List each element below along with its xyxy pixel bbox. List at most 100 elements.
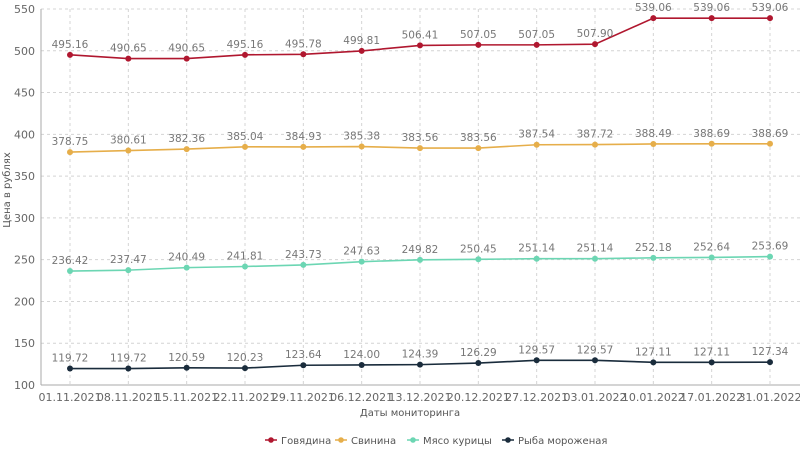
data-point[interactable]: [67, 51, 73, 58]
data-point[interactable]: [592, 41, 598, 48]
data-label: 240.49: [168, 252, 205, 264]
data-label: 383.56: [460, 132, 497, 144]
legend-item-0[interactable]: Говядина: [265, 436, 331, 447]
data-point[interactable]: [242, 263, 248, 270]
data-label: 243.73: [285, 249, 322, 261]
data-label: 250.45: [460, 243, 497, 255]
data-point[interactable]: [417, 42, 423, 49]
legend-label: Говядина: [281, 436, 331, 447]
y-tick-label: 550: [14, 3, 35, 16]
data-label: 383.56: [402, 132, 439, 144]
data-point[interactable]: [533, 41, 540, 48]
legend-item-2[interactable]: Мясо курицы: [407, 436, 492, 447]
data-point[interactable]: [650, 254, 657, 261]
data-point[interactable]: [650, 15, 657, 22]
data-point[interactable]: [300, 261, 307, 268]
data-label: 251.14: [577, 243, 614, 255]
data-point[interactable]: [125, 365, 132, 372]
data-point[interactable]: [592, 357, 598, 364]
series-3: 119.72 119.72 120.59 120.23 123.64 124.00 124.…: [52, 344, 789, 372]
data-point[interactable]: [708, 254, 715, 261]
data-point[interactable]: [125, 267, 132, 274]
data-point[interactable]: [767, 253, 773, 260]
data-point[interactable]: [300, 51, 307, 58]
data-point[interactable]: [767, 15, 773, 22]
x-tick-label: 22.11.2021: [214, 391, 277, 404]
grid: [40, 8, 800, 386]
data-point[interactable]: [475, 145, 482, 152]
data-point[interactable]: [533, 357, 540, 364]
data-point[interactable]: [417, 145, 423, 152]
data-point[interactable]: [183, 55, 190, 62]
legend-item-1[interactable]: Свинина: [335, 436, 396, 447]
data-point[interactable]: [417, 256, 423, 263]
data-point[interactable]: [183, 264, 190, 271]
data-point[interactable]: [183, 364, 190, 371]
data-point[interactable]: [242, 143, 248, 150]
data-label: 507.90: [577, 28, 614, 40]
data-point[interactable]: [67, 268, 73, 275]
data-point[interactable]: [417, 361, 423, 368]
data-label: 252.18: [635, 242, 672, 254]
data-point[interactable]: [242, 51, 248, 58]
y-tick-label: 100: [14, 379, 35, 392]
data-point[interactable]: [533, 141, 540, 148]
y-tick-label: 250: [14, 254, 35, 267]
x-tick-label: 29.11.2021: [272, 391, 335, 404]
data-label: 249.82: [402, 244, 439, 256]
y-tick-label: 350: [14, 170, 35, 183]
legend-marker-icon: [338, 437, 344, 443]
x-tick-label: 03.01.2022: [564, 391, 627, 404]
data-label: 124.00: [343, 349, 380, 361]
data-point[interactable]: [650, 140, 657, 147]
data-point[interactable]: [650, 359, 657, 366]
data-point[interactable]: [67, 365, 73, 372]
data-point[interactable]: [475, 41, 482, 48]
data-point[interactable]: [300, 362, 307, 369]
data-point[interactable]: [67, 149, 73, 156]
data-label: 126.29: [460, 347, 497, 359]
data-point[interactable]: [358, 361, 365, 368]
data-point[interactable]: [358, 47, 365, 54]
series-0: 495.16 490.65 490.65 495.16 495.78 499.81 506.…: [52, 2, 789, 62]
data-point[interactable]: [767, 359, 773, 366]
data-point[interactable]: [475, 256, 482, 263]
data-point[interactable]: [358, 258, 365, 265]
data-point[interactable]: [708, 140, 715, 147]
data-point[interactable]: [767, 140, 773, 147]
data-point[interactable]: [125, 55, 132, 62]
data-label: 123.64: [285, 349, 322, 361]
data-label: 385.04: [227, 131, 264, 143]
data-label: 388.69: [693, 128, 730, 140]
data-label: 384.93: [285, 131, 322, 143]
data-label: 506.41: [402, 29, 439, 41]
data-point[interactable]: [242, 365, 248, 372]
data-label: 127.11: [693, 346, 730, 358]
x-tick-label: 15.11.2021: [155, 391, 218, 404]
x-tick-label: 27.12.2021: [505, 391, 568, 404]
data-point[interactable]: [183, 146, 190, 153]
data-point[interactable]: [592, 141, 598, 148]
legend-item-3[interactable]: Рыба мороженая: [502, 436, 607, 447]
data-label: 127.11: [635, 346, 672, 358]
data-point[interactable]: [125, 147, 132, 154]
data-label: 119.72: [52, 353, 89, 365]
data-point[interactable]: [358, 143, 365, 150]
data-label: 495.78: [285, 38, 322, 50]
data-point[interactable]: [300, 143, 307, 150]
data-label: 507.05: [518, 29, 555, 41]
data-point[interactable]: [592, 255, 598, 262]
data-label: 499.81: [343, 35, 380, 47]
x-tick-label: 06.12.2021: [330, 391, 393, 404]
legend-marker-icon: [410, 437, 416, 443]
data-label: 129.57: [577, 344, 614, 356]
data-point[interactable]: [708, 15, 715, 22]
data-point[interactable]: [475, 360, 482, 367]
data-label: 380.61: [110, 135, 147, 147]
legend[interactable]: Говядина Свинина Мясо курицы Рыба мороженая: [265, 436, 607, 447]
x-tick-label: 31.01.2022: [739, 391, 800, 404]
data-point[interactable]: [708, 359, 715, 366]
data-point[interactable]: [533, 255, 540, 262]
series-1: 378.75 380.61 382.36 385.04 384.93 385.38 383.…: [52, 128, 788, 156]
x-tick-label: 20.12.2021: [447, 391, 510, 404]
